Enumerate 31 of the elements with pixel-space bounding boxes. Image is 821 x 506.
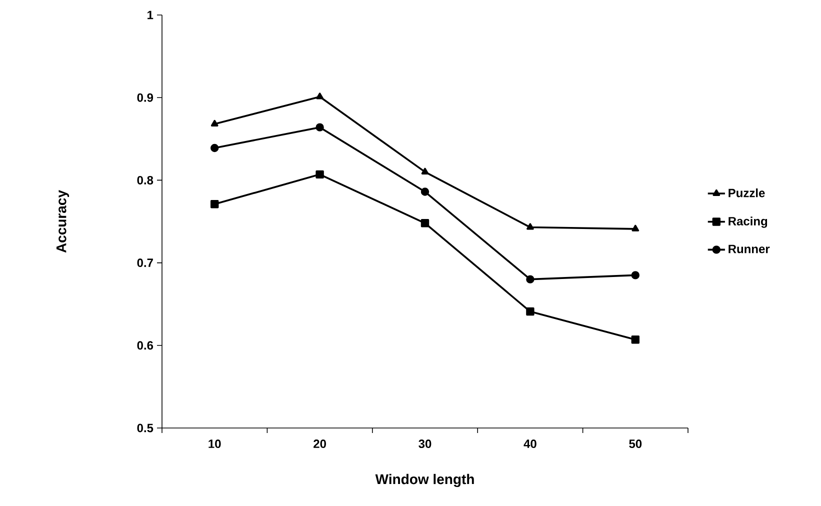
point [316, 92, 324, 100]
x-tick-label: 20 [314, 440, 326, 448]
point [526, 307, 534, 316]
point [420, 219, 430, 228]
point [210, 200, 219, 208]
point [631, 336, 640, 344]
y-tick-label: 1 [148, 10, 154, 20]
y-tick-label: 0.9 [137, 93, 154, 102]
point [210, 120, 218, 127]
point [632, 224, 640, 232]
point [316, 170, 324, 179]
y-tick-label: 0.5 [137, 424, 154, 432]
point [316, 123, 324, 132]
y-axis-title: Accuracy [56, 190, 70, 253]
legend-label: Racing [728, 216, 768, 228]
point [631, 271, 640, 280]
y-tick-label: 0.7 [137, 258, 153, 268]
y-tick-label: 0.8 [137, 176, 154, 184]
x-axis-title: Window length [375, 474, 474, 488]
point [421, 168, 429, 174]
x-tick-label: 30 [418, 440, 432, 448]
legend-label: Puzzle [728, 188, 765, 198]
point [526, 223, 534, 230]
x-tick-label: 40 [524, 440, 536, 448]
point [210, 144, 219, 152]
x-tick-label: 50 [629, 440, 642, 448]
legend-label: Runner [728, 244, 770, 254]
point [420, 188, 430, 196]
y-tick-label: 0.6 [137, 341, 154, 350]
point [526, 275, 534, 284]
x-tick-label: 10 [208, 440, 221, 448]
